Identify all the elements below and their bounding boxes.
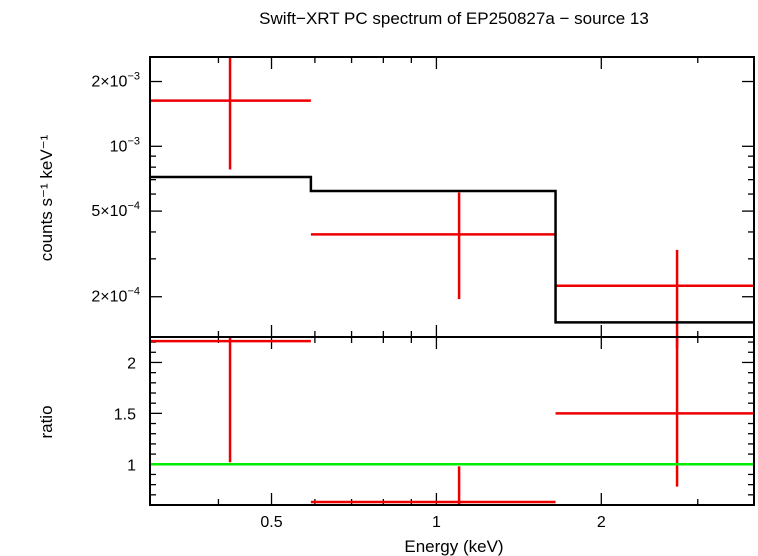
top-panel: 2×10−310−35×10−42×10−4 bbox=[91, 56, 755, 349]
top-panel-frame bbox=[149, 56, 755, 338]
x-axis-label: Energy (keV) bbox=[404, 537, 503, 556]
y-tick-mantissa: 2×10 bbox=[91, 289, 127, 306]
y-tick-label: 1 bbox=[127, 457, 136, 474]
bottom-panel-frame bbox=[149, 336, 755, 506]
bottom-panel: 2 1.5 1 0.5 1 2 bbox=[114, 336, 755, 531]
y-tick-label: 2×10−4 bbox=[91, 286, 140, 306]
y-tick-exponent: −3 bbox=[127, 71, 140, 83]
y-tick-mantissa: 10 bbox=[110, 138, 128, 155]
y-tick-exponent: −3 bbox=[127, 135, 140, 147]
y-tick-exponent: −4 bbox=[127, 286, 140, 298]
y-tick-label: 10−3 bbox=[110, 135, 140, 155]
top-y-axis-label: counts s⁻¹ keV⁻¹ bbox=[37, 134, 56, 261]
y-tick-label: 1.5 bbox=[114, 406, 136, 423]
y-tick-label: 2 bbox=[127, 355, 136, 372]
x-tick-label: 1 bbox=[432, 514, 441, 531]
model-step-line bbox=[150, 175, 754, 324]
y-tick-label: 5×10−4 bbox=[91, 200, 140, 220]
y-tick-label: 2×10−3 bbox=[91, 71, 140, 91]
bottom-y-axis-label: ratio bbox=[37, 405, 56, 438]
y-tick-exponent: −4 bbox=[127, 200, 140, 212]
y-tick-mantissa: 2×10 bbox=[91, 74, 127, 91]
y-tick-mantissa: 5×10 bbox=[91, 203, 127, 220]
x-tick-label: 2 bbox=[597, 514, 606, 531]
chart-title: Swift−XRT PC spectrum of EP250827a − sou… bbox=[259, 9, 649, 28]
x-tick-label: 0.5 bbox=[260, 514, 282, 531]
